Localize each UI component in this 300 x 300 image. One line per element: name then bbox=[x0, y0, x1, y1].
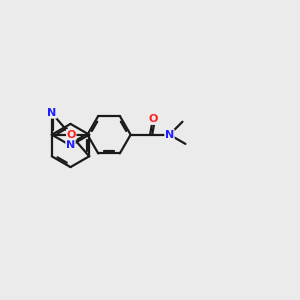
Text: O: O bbox=[67, 130, 76, 140]
Text: N: N bbox=[165, 130, 174, 140]
Text: N: N bbox=[47, 108, 56, 118]
Text: O: O bbox=[148, 114, 158, 124]
Text: N: N bbox=[66, 140, 75, 151]
